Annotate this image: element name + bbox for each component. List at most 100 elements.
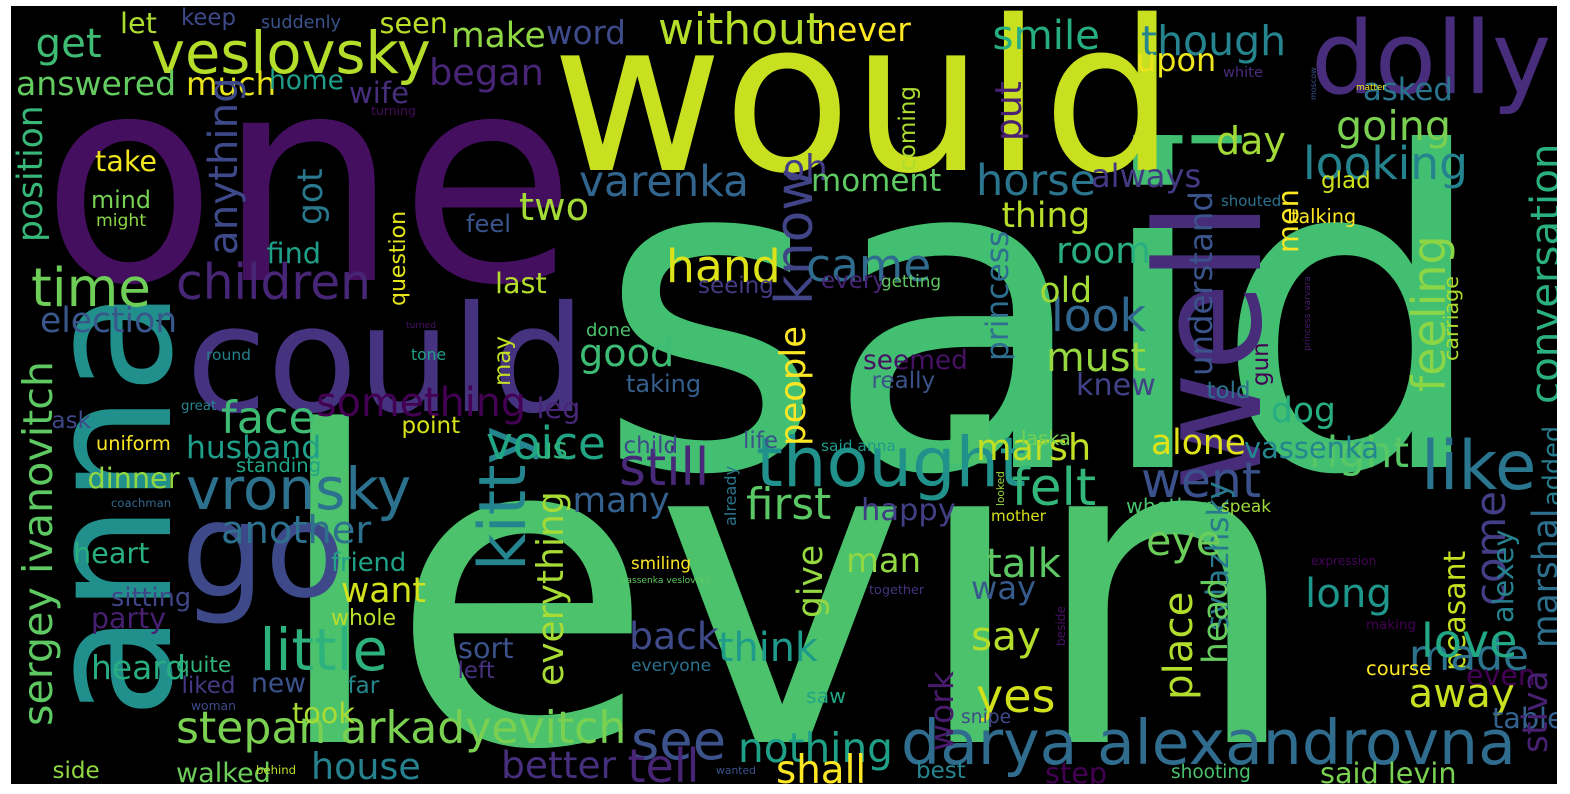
cloud-word: right xyxy=(1309,428,1410,478)
cloud-word: suddenly xyxy=(261,12,341,33)
cloud-word: back xyxy=(629,614,719,658)
cloud-word: expression xyxy=(1311,554,1377,568)
cloud-word: long xyxy=(1305,569,1392,617)
cloud-word: place xyxy=(1154,591,1202,700)
cloud-word: something xyxy=(316,379,527,426)
cloud-word: husband xyxy=(186,430,322,466)
cloud-word: left xyxy=(457,657,495,684)
cloud-word: thought xyxy=(756,423,1027,503)
cloud-word: ask xyxy=(51,407,91,434)
cloud-word: head xyxy=(1195,577,1236,664)
cloud-word: many xyxy=(572,480,670,521)
cloud-word: far xyxy=(347,672,380,699)
cloud-word: took xyxy=(292,696,355,730)
cloud-word: get xyxy=(35,19,102,67)
cloud-word: said levin xyxy=(1320,756,1457,784)
cloud-word: knew xyxy=(1076,368,1156,403)
cloud-word: face xyxy=(221,392,316,444)
cloud-word: really xyxy=(871,367,936,394)
cloud-word: everything xyxy=(530,491,572,686)
cloud-word: seeing xyxy=(698,272,774,299)
cloud-word: vassenka xyxy=(1244,431,1379,465)
cloud-word: even xyxy=(1466,658,1536,692)
cloud-word: children xyxy=(176,255,371,311)
cloud-word: feel xyxy=(466,209,511,238)
cloud-word: moment xyxy=(811,162,942,199)
cloud-word: darya alexandrovna xyxy=(901,706,1516,779)
cloud-word: went xyxy=(1141,451,1261,509)
cloud-word: us xyxy=(534,431,568,465)
cloud-word: room xyxy=(1056,228,1151,272)
cloud-word: voice xyxy=(486,417,606,470)
cloud-word: said xyxy=(596,61,1491,571)
cloud-word: oh xyxy=(783,147,828,189)
cloud-word: dog xyxy=(1271,390,1336,431)
cloud-word: quite xyxy=(176,653,232,678)
cloud-word: conversation xyxy=(1521,143,1558,404)
cloud-word: table xyxy=(1492,701,1557,735)
cloud-word: walked xyxy=(176,758,271,784)
cloud-word: away xyxy=(1408,669,1515,717)
cloud-word: vronsky xyxy=(186,454,412,523)
cloud-word: always xyxy=(1091,157,1202,195)
cloud-word: saw xyxy=(806,683,847,708)
cloud-word: hand xyxy=(666,239,781,293)
cloud-word: talking xyxy=(1291,204,1357,228)
cloud-word: got xyxy=(290,167,331,225)
cloud-word: princess xyxy=(980,230,1016,361)
cloud-word: gun xyxy=(1247,341,1274,386)
cloud-word: speak xyxy=(1221,495,1272,516)
cloud-word: anything xyxy=(199,77,247,255)
cloud-word: like xyxy=(1421,426,1537,505)
cloud-word: first xyxy=(746,480,832,530)
cloud-word: woman xyxy=(191,699,236,713)
cloud-word: old xyxy=(1039,270,1093,311)
cloud-word: friend xyxy=(331,547,407,578)
cloud-word: house xyxy=(311,744,421,784)
cloud-word: want xyxy=(341,570,426,611)
cloud-word: turning xyxy=(371,102,416,118)
cloud-word: people xyxy=(773,326,814,446)
cloud-word: never xyxy=(816,10,911,49)
cloud-word: behind xyxy=(256,763,297,777)
cloud-word: heard xyxy=(91,647,187,687)
cloud-word: making xyxy=(1366,617,1417,633)
cloud-word: came xyxy=(806,239,932,292)
cloud-word: find xyxy=(266,236,321,270)
cloud-word: seen xyxy=(379,6,448,40)
cloud-word: best xyxy=(916,757,966,784)
cloud-word: smiling xyxy=(631,553,692,573)
cloud-word: turned xyxy=(406,320,437,331)
cloud-word: could xyxy=(186,274,586,446)
cloud-word: mind xyxy=(91,186,151,214)
cloud-word: coachman xyxy=(111,495,172,510)
cloud-word: happy xyxy=(861,492,956,528)
cloud-word: election xyxy=(40,300,178,341)
cloud-word: together xyxy=(869,582,925,598)
cloud-word: horse xyxy=(976,155,1097,206)
cloud-word: uniform xyxy=(96,432,171,455)
cloud-word: love xyxy=(1421,614,1518,668)
cloud-word: think xyxy=(718,624,818,671)
cloud-word: every xyxy=(821,267,886,294)
cloud-word: wife xyxy=(349,76,410,110)
cloud-word: much xyxy=(186,64,277,103)
cloud-word: marsh xyxy=(976,426,1092,469)
cloud-word: home xyxy=(269,65,344,96)
cloud-word: give xyxy=(790,544,831,618)
cloud-word: see xyxy=(631,709,727,772)
cloud-word: said anna xyxy=(821,436,896,455)
cloud-word: looking xyxy=(1303,136,1469,190)
cloud-word: shouted xyxy=(1221,191,1282,210)
cloud-word: looked xyxy=(994,471,1007,506)
cloud-word: whether xyxy=(1126,493,1211,518)
cloud-word: alone xyxy=(1151,423,1246,463)
cloud-word: one xyxy=(41,13,577,348)
cloud-word: better xyxy=(501,743,617,784)
cloud-word: began xyxy=(429,51,544,94)
cloud-word: put xyxy=(987,81,1030,141)
cloud-word: upon xyxy=(1136,41,1217,79)
cloud-word: take xyxy=(95,144,158,178)
cloud-word: way xyxy=(971,569,1037,607)
cloud-word: make xyxy=(451,15,546,56)
